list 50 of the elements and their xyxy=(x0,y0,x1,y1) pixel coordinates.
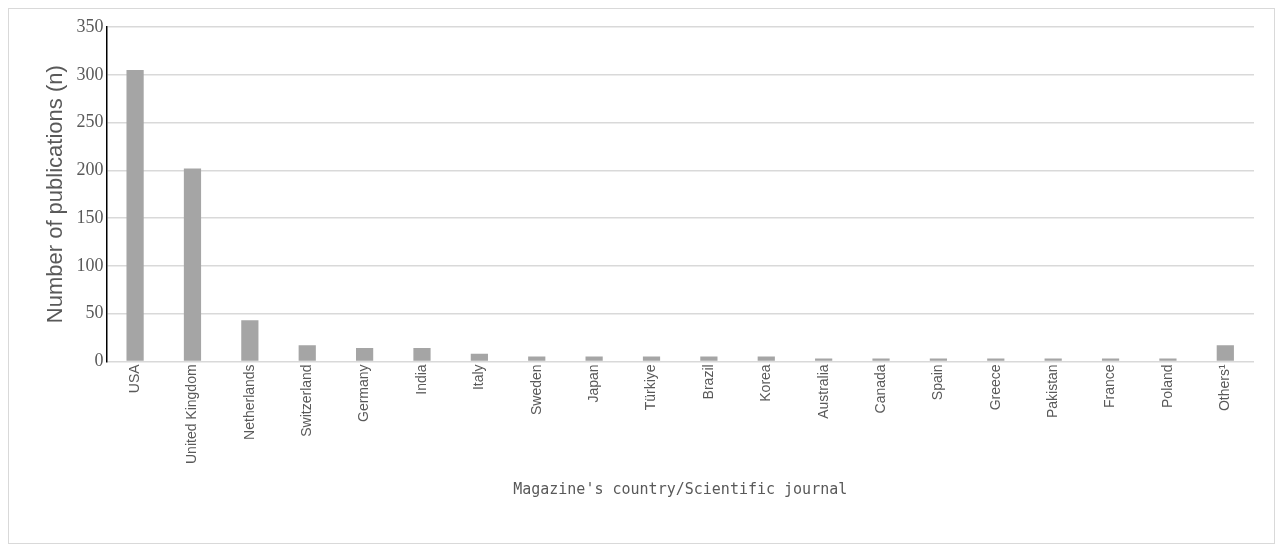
x-tick-label: Sweden xyxy=(527,364,544,415)
bar xyxy=(987,358,1005,361)
x-tick-label: France xyxy=(1101,364,1118,408)
bar xyxy=(528,356,546,361)
x-tick-label: Switzerland xyxy=(298,364,315,437)
bar xyxy=(872,358,890,361)
bar xyxy=(298,345,316,361)
y-tick-label: 250 xyxy=(76,111,104,132)
bar xyxy=(356,348,374,361)
bar xyxy=(241,320,259,361)
y-tick-label: 300 xyxy=(76,63,104,84)
y-tick-label: 50 xyxy=(85,302,104,323)
y-tick-label: 100 xyxy=(76,254,104,275)
bar xyxy=(700,356,718,361)
x-tick-label: Italy xyxy=(470,364,487,391)
y-tick-label: 150 xyxy=(76,206,104,227)
x-tick-label: Others¹ xyxy=(1216,364,1233,412)
x-tick-label: Canada xyxy=(871,364,888,414)
x-tick-label: Türkiye xyxy=(642,364,659,411)
x-tick-label: Brazil xyxy=(699,364,716,400)
x-tick-label: Korea xyxy=(757,364,774,402)
bar xyxy=(585,356,603,361)
bar xyxy=(183,168,202,361)
bar xyxy=(126,69,144,361)
bar xyxy=(1159,358,1177,361)
bar xyxy=(470,353,488,361)
y-tick-label: 0 xyxy=(94,350,104,371)
bar xyxy=(413,348,431,361)
x-tick-label: United Kingdom xyxy=(183,364,200,465)
x-tick-label: Pakistan xyxy=(1044,364,1061,419)
y-tick-label: 350 xyxy=(76,15,104,36)
bar xyxy=(642,356,661,361)
x-tick-label: Greece xyxy=(986,364,1003,411)
x-tick-label: Australia xyxy=(814,364,831,419)
x-axis-title: Magazine's country/Scientific journal xyxy=(513,479,848,498)
bar xyxy=(929,358,948,361)
y-axis-title: Number of publications (n) xyxy=(42,65,68,324)
x-tick-label: Poland xyxy=(1158,364,1175,408)
x-tick-label: USA xyxy=(125,363,142,394)
bar xyxy=(1044,358,1062,361)
x-tick-label: Spain xyxy=(929,364,946,401)
x-tick-label: Netherlands xyxy=(240,364,257,440)
x-tick-label: Japan xyxy=(584,364,601,403)
bar xyxy=(757,356,775,361)
x-tick-label: Germany xyxy=(355,364,372,422)
bar xyxy=(815,358,833,361)
y-tick-label: 200 xyxy=(76,159,104,180)
bar xyxy=(1216,345,1234,361)
x-tick-label: India xyxy=(412,364,429,395)
bar xyxy=(1101,358,1120,361)
